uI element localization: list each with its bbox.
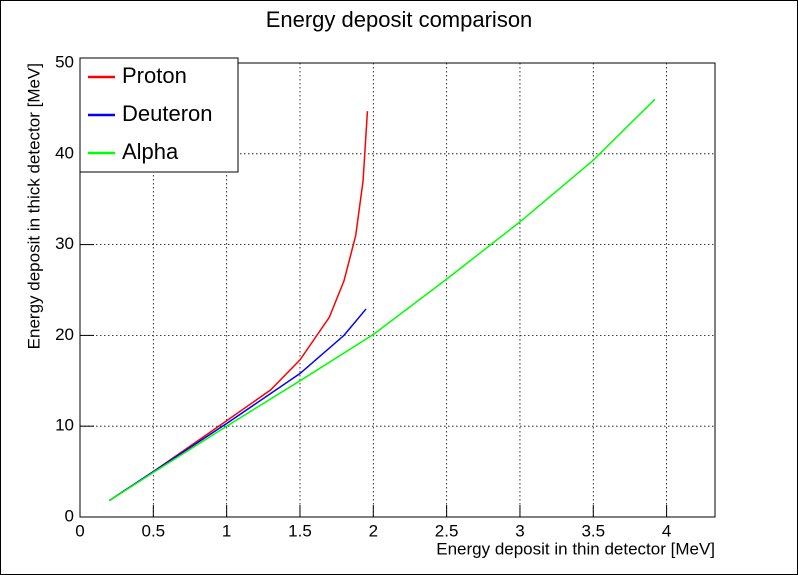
y-tick-label: 0	[65, 506, 74, 525]
x-tick-label: 1	[222, 521, 231, 540]
series-line	[108, 98, 656, 502]
series-line	[108, 111, 369, 502]
y-tick-label: 30	[55, 234, 74, 253]
x-tick-label: 3	[515, 521, 524, 540]
x-tick-label: 3.5	[581, 521, 605, 540]
legend-label: Alpha	[122, 139, 179, 164]
x-tick-label: 0	[75, 521, 84, 540]
chart-title: Energy deposit comparison	[266, 7, 533, 32]
y-tick-label: 20	[55, 325, 74, 344]
x-tick-label: 4	[662, 521, 671, 540]
legend-label: Proton	[122, 63, 187, 88]
plot-frame	[79, 62, 716, 518]
legend-label: Deuteron	[122, 101, 213, 126]
y-tick-label: 50	[55, 52, 74, 71]
y-tick-label: 40	[55, 143, 74, 162]
x-tick-label: 2.5	[435, 521, 459, 540]
x-tick-label: 2	[369, 521, 378, 540]
y-axis-label: Energy deposit in thick detector [MeV]	[24, 63, 43, 349]
x-tick-label: 1.5	[288, 521, 312, 540]
x-axis-label: Energy deposit in thin detector [MeV]	[436, 539, 715, 558]
x-tick-label: 0.5	[142, 521, 166, 540]
y-tick-label: 10	[55, 416, 74, 435]
